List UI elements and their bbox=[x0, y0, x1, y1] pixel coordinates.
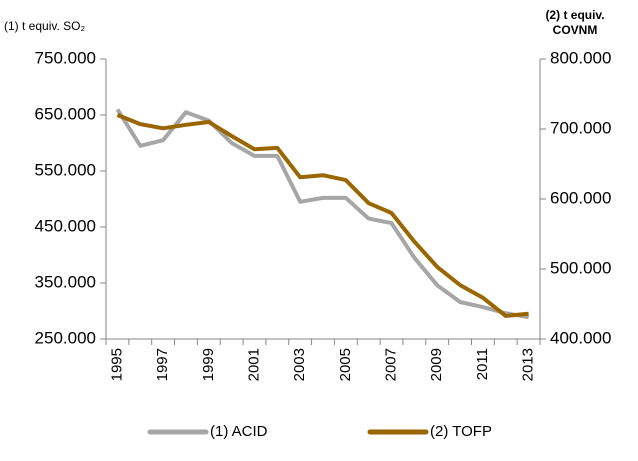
y-tick-label: 350.000 bbox=[35, 272, 96, 291]
y2-tick-label: 600.000 bbox=[550, 188, 611, 207]
series-line bbox=[116, 113, 529, 318]
y2-tick-label: 400.000 bbox=[550, 328, 611, 347]
y-tick-label: 550.000 bbox=[35, 160, 96, 179]
y2-axis-title: COVNM bbox=[553, 23, 598, 37]
y-tick-label: 250.000 bbox=[35, 328, 96, 347]
x-tick-label: 1997 bbox=[154, 348, 171, 381]
y-tick-label: 750.000 bbox=[35, 48, 96, 67]
y-tick-label: 450.000 bbox=[35, 216, 96, 235]
x-tick-label: 1995 bbox=[108, 348, 125, 381]
x-tick-label: 2005 bbox=[337, 348, 354, 381]
y2-axis-title: (2) t equiv. bbox=[545, 8, 604, 22]
x-tick-label: 2003 bbox=[291, 348, 308, 381]
x-tick-label: 2011 bbox=[474, 348, 491, 380]
y2-tick-label: 500.000 bbox=[550, 258, 611, 277]
x-tick-label: 1999 bbox=[200, 348, 217, 381]
y-tick-label: 650.000 bbox=[35, 104, 96, 123]
legend-label: (1) ACID bbox=[210, 423, 268, 440]
series-line bbox=[115, 108, 529, 320]
x-tick-label: 2007 bbox=[382, 348, 399, 381]
x-tick-label: 2009 bbox=[428, 348, 445, 381]
legend-label: (2) TOFP bbox=[430, 423, 492, 440]
x-tick-label: 2001 bbox=[245, 348, 262, 381]
x-tick-label: 2013 bbox=[520, 348, 537, 381]
y2-tick-label: 700.000 bbox=[550, 118, 611, 137]
y-axis-title: (1) t equiv. SO₂ bbox=[4, 19, 85, 33]
y2-tick-label: 800.000 bbox=[550, 48, 611, 67]
